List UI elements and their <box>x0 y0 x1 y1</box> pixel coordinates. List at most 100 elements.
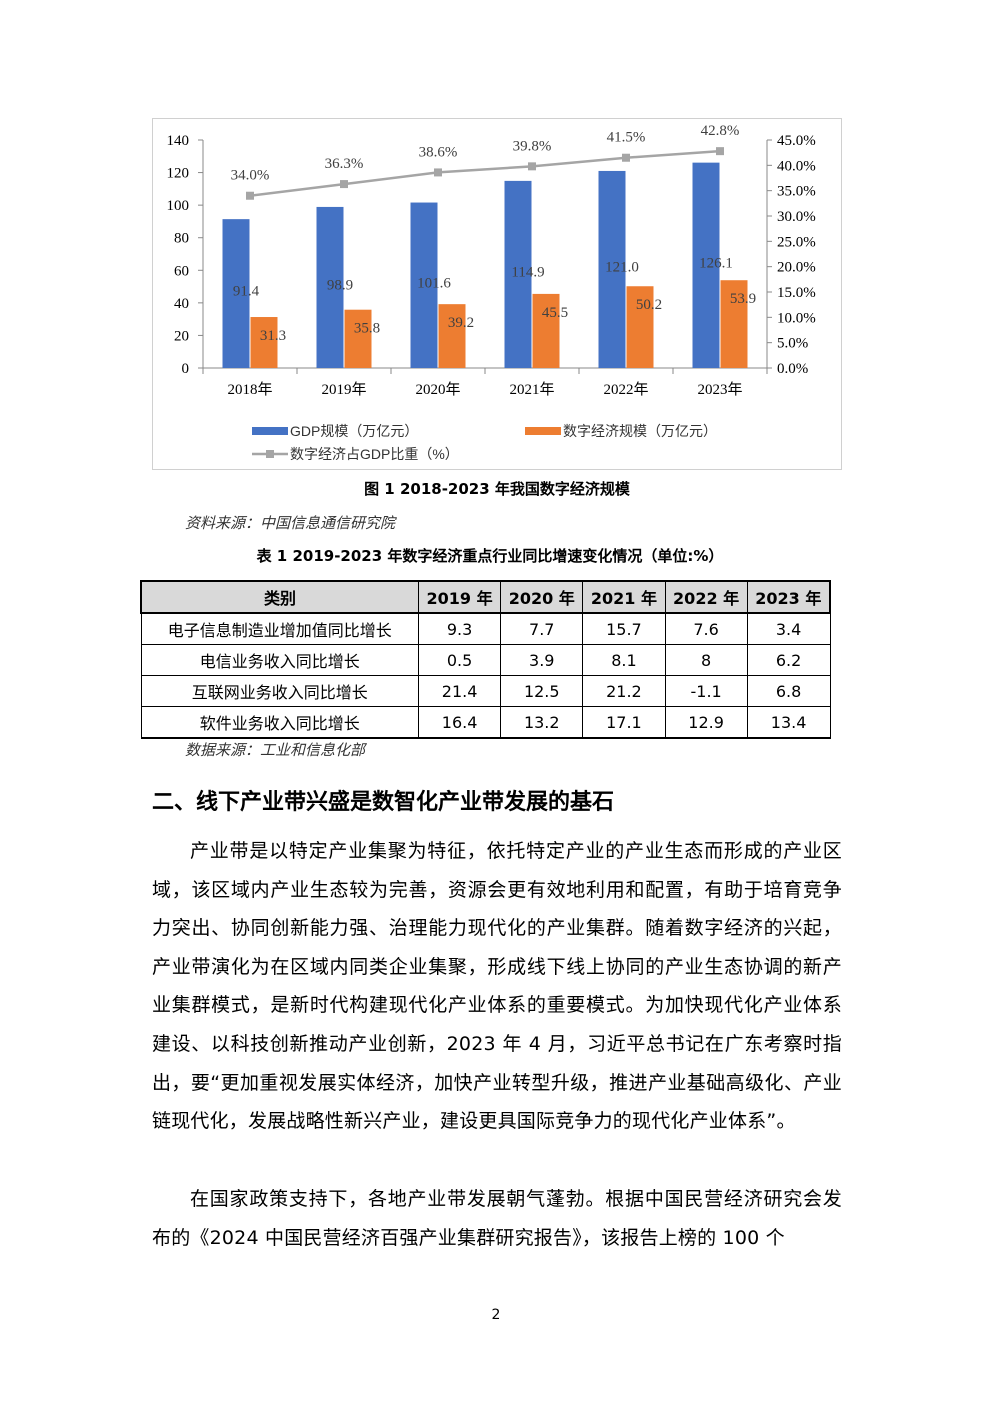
right-tick-label: 0.0% <box>777 361 808 377</box>
share-line-marker <box>528 162 536 171</box>
x-tick-label: 2018年 <box>227 381 272 398</box>
figure-source: 资料来源：中国信息通信研究院 <box>185 514 396 532</box>
legend-label-gdp: GDP规模（万亿元） <box>290 423 418 439</box>
legend-label-digital-economy: 数字经济规模（万亿元） <box>563 423 717 439</box>
bar-digital-economy <box>438 304 466 368</box>
table-header-row: 类别 2019 年 2020 年 2021 年 2022 年 2023 年 <box>140 580 831 614</box>
table-source: 数据来源：工业和信息化部 <box>185 741 366 759</box>
page-number: 2 <box>491 1307 501 1323</box>
header-2023: 2023 年 <box>746 580 831 614</box>
header-2019: 2019 年 <box>417 580 502 614</box>
bar-digital-economy <box>250 317 278 368</box>
x-tick-label: 2019年 <box>321 381 366 398</box>
right-tick-label: 45.0% <box>777 133 816 149</box>
combo-chart: 0 20 40 60 80 100 120 140 0.0% 5.0% 10.0% 15.0% 20.0… <box>167 123 816 462</box>
bar-data-label: 91.4 <box>233 284 260 300</box>
left-tick-label: 120 <box>167 166 190 182</box>
share-line-marker <box>246 191 254 200</box>
row-label: 电信业务收入同比增长 <box>140 644 419 676</box>
table-cell: 8.1 <box>582 644 666 676</box>
bar-gdp <box>222 219 250 368</box>
bar-digital-economy <box>344 309 372 368</box>
header-category: 类别 <box>140 580 419 614</box>
bar-gdp <box>410 202 438 368</box>
bar-gdp <box>316 206 344 368</box>
bar-digital-economy <box>532 293 560 368</box>
right-tick-label: 40.0% <box>777 158 816 174</box>
right-tick-label: 5.0% <box>777 336 808 352</box>
legend-swatch-gdp <box>252 427 288 435</box>
table-cell: 6.2 <box>746 644 831 676</box>
table-caption: 表 1 2019-2023 年数字经济重点行业同比增速变化情况（单位:%） <box>256 547 724 565</box>
table-cell: 6.8 <box>746 675 831 707</box>
share-data-label: 41.5% <box>607 130 646 146</box>
share-data-label: 42.8% <box>701 123 740 139</box>
right-tick-label: 10.0% <box>777 310 816 326</box>
share-line-marker <box>622 153 630 162</box>
table-cell: 7.6 <box>664 612 748 645</box>
share-data-label: 36.3% <box>325 156 364 172</box>
figure-caption: 图 1 2018-2023 年我国数字经济规模 <box>364 480 630 498</box>
x-tick-label: 2021年 <box>509 381 554 398</box>
chart-container: 0 20 40 60 80 100 120 140 0.0% 5.0% 10.0% 15.0% 20.0… <box>152 118 842 470</box>
share-data-label: 38.6% <box>419 144 458 160</box>
table-cell: 8 <box>664 644 748 676</box>
bar-data-label: 50.2 <box>636 297 662 313</box>
left-tick-label: 20 <box>174 328 189 344</box>
right-tick-label: 25.0% <box>777 234 816 250</box>
share-line-marker <box>340 180 348 189</box>
legend-swatch-digital-economy <box>525 427 561 435</box>
left-tick-label: 140 <box>167 133 190 149</box>
share-data-label: 39.8% <box>513 138 552 154</box>
share-data-label: 34.0% <box>231 168 270 184</box>
left-tick-label: 60 <box>174 263 189 279</box>
table-cell: 17.1 <box>582 706 666 739</box>
legend-label-share: 数字经济占GDP比重（%） <box>290 446 459 462</box>
x-tick-label: 2022年 <box>603 381 648 398</box>
row-label: 电子信息制造业增加值同比增长 <box>140 612 419 645</box>
bar-gdp <box>504 180 532 368</box>
left-tick-label: 100 <box>167 198 190 214</box>
right-tick-label: 20.0% <box>777 260 816 276</box>
bar-digital-economy <box>626 286 654 368</box>
x-tick-label: 2020年 <box>415 381 460 398</box>
paragraph-1: 产业带是以特定产业集聚为特征，依托特定产业的产业生态而形成的产业区域，该区域内产… <box>152 840 842 1133</box>
table-cell: 0.5 <box>417 644 502 676</box>
left-tick-label: 80 <box>174 231 189 247</box>
bar-gdp <box>692 162 720 368</box>
right-tick-label: 15.0% <box>777 285 816 301</box>
table-row: 互联网业务收入同比增长 21.4 12.5 21.2 -1.1 6.8 <box>140 675 831 707</box>
bar-data-label: 98.9 <box>327 277 353 293</box>
header-2020: 2020 年 <box>500 580 584 614</box>
share-line-marker <box>716 147 724 156</box>
table-cell: 21.2 <box>582 675 666 707</box>
right-tick-label: 35.0% <box>777 184 816 200</box>
section-heading: 二、线下产业带兴盛是数智化产业带发展的基石 <box>152 790 615 815</box>
bar-data-label: 121.0 <box>605 259 639 275</box>
bar-data-label: 39.2 <box>448 315 474 331</box>
header-2021: 2021 年 <box>582 580 666 614</box>
bar-data-label: 35.8 <box>354 321 380 337</box>
bar-data-label: 114.9 <box>511 264 544 280</box>
table-cell: 12.9 <box>664 706 748 739</box>
row-label: 软件业务收入同比增长 <box>140 706 419 739</box>
paragraph-2: 在国家政策支持下，各地产业带发展朝气蓬勃。根据中国民营经济研究会发布的《2024… <box>152 1188 842 1249</box>
header-2022: 2022 年 <box>664 580 748 614</box>
left-tick-label: 0 <box>182 361 190 377</box>
legend-swatch-share-marker <box>266 450 274 458</box>
bar-gdp <box>598 170 626 368</box>
share-line-marker <box>434 168 442 177</box>
table-row: 电子信息制造业增加值同比增长 9.3 7.7 15.7 7.6 3.4 <box>140 612 831 645</box>
table-cell: 7.7 <box>500 612 584 645</box>
table-cell: -1.1 <box>664 675 748 707</box>
table-row: 软件业务收入同比增长 16.4 13.2 17.1 12.9 13.4 <box>140 706 831 739</box>
industry-growth-table: 类别 2019 年 2020 年 2021 年 2022 年 2023 年 电子… <box>140 580 831 739</box>
bar-data-label: 101.6 <box>417 275 451 291</box>
bar-data-label: 45.5 <box>542 305 568 321</box>
bar-data-label: 53.9 <box>730 291 756 307</box>
table-cell: 3.4 <box>746 612 831 645</box>
table-cell: 15.7 <box>582 612 666 645</box>
right-tick-label: 30.0% <box>777 209 816 225</box>
table-cell: 12.5 <box>500 675 584 707</box>
table-row: 电信业务收入同比增长 0.5 3.9 8.1 8 6.2 <box>140 644 831 676</box>
